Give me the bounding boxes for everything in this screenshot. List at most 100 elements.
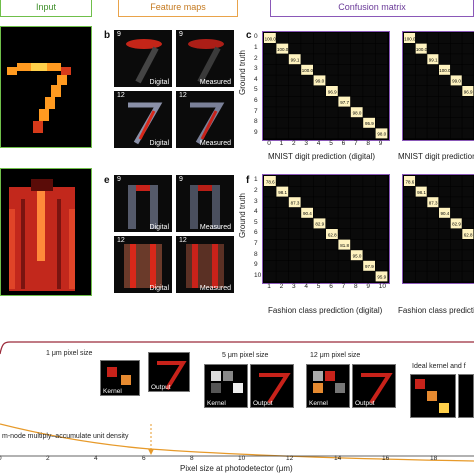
- cm-cell: [375, 54, 388, 65]
- cm-diag-value: 100.0: [439, 68, 451, 73]
- cm-cell: [363, 33, 375, 43]
- cm-cell: [350, 176, 363, 186]
- cm-row-tick: 10: [254, 271, 262, 279]
- feature-map-fashion-digital-9: 9 Digital: [114, 175, 172, 232]
- cm-diag-value: 82.9: [452, 222, 461, 227]
- cm-cell: [462, 197, 474, 208]
- cm-cell: [450, 33, 462, 43]
- x-tick-label: 18: [430, 455, 438, 462]
- cm-cell: [338, 117, 351, 128]
- cm-cell: [338, 176, 351, 186]
- cm-diag-value: 90.4: [303, 211, 312, 216]
- cm-cell: [350, 239, 363, 250]
- cm-cell: [350, 54, 363, 65]
- cm-diag-value: 98.1: [278, 190, 287, 195]
- cm-cell: [450, 218, 462, 229]
- cm-col-tick: 5: [316, 283, 321, 290]
- cm-col-tick: 7: [341, 283, 346, 290]
- cm-row-tick: 1: [254, 43, 258, 51]
- feature-map-measured-9: 9 Measured: [176, 30, 234, 87]
- cm-cell: [404, 271, 416, 282]
- cm-cell: [427, 176, 439, 186]
- cm-cell: [415, 33, 427, 43]
- cm-cell: [313, 107, 326, 118]
- cm-cell: [301, 43, 313, 54]
- cm-cell: [450, 96, 462, 107]
- pixel-size-plot: [0, 341, 474, 462]
- cm-cell: [313, 43, 326, 54]
- cm-cell: [404, 107, 416, 118]
- cm-cell: [415, 107, 427, 118]
- cm-cell: [439, 43, 451, 54]
- cm-cell: [338, 250, 351, 261]
- thumb-5um-kernel: Kernel: [204, 364, 248, 408]
- cm-cell: [427, 33, 439, 43]
- cm-cell: [450, 117, 462, 128]
- ideal-kernel-label: Ideal kernel and f: [412, 363, 466, 370]
- cm-diag-value: 99.1: [291, 58, 300, 63]
- panel-b-label: b: [104, 30, 111, 41]
- cm-cell: [313, 250, 326, 261]
- cm-cell: [313, 128, 326, 139]
- cm-cell: [363, 260, 375, 271]
- cm-cell: [462, 86, 474, 96]
- cm-cell: [350, 107, 363, 118]
- cm-cell: [363, 64, 375, 75]
- confusion-matrix-fashion-measured: 78.6 98.1 87.390.4 82.962.8: [402, 174, 474, 284]
- cm-cell: [338, 107, 351, 118]
- cm-cell: [264, 239, 276, 250]
- cm-row-tick: 9: [254, 128, 258, 136]
- cm-cell: [404, 33, 416, 43]
- feature-map-fashion-measured-9: 9 Measured: [176, 175, 234, 232]
- cm-cell: [264, 107, 276, 118]
- cm-cell: [363, 96, 375, 107]
- cm-cell: [415, 54, 427, 65]
- cm-col-tick: 2: [292, 140, 296, 147]
- cm-cell: [462, 260, 474, 271]
- cm-cell: [313, 117, 326, 128]
- cm-cell: [264, 250, 276, 261]
- cm-cell: [313, 197, 326, 208]
- cm-cell: [375, 176, 388, 186]
- cm-cell: [326, 250, 338, 261]
- cm-cell: [301, 260, 313, 271]
- cm-col-tick: 4: [304, 283, 309, 290]
- marker-arrow: [148, 449, 154, 455]
- cm-diag-value: 78.6: [266, 179, 275, 184]
- cm-cell: [375, 86, 388, 96]
- cm-cell: [415, 64, 427, 75]
- cm-cell: [439, 207, 451, 218]
- cm-cell: [350, 96, 363, 107]
- cm-cell: [288, 117, 301, 128]
- cm-row-tick: 8: [254, 250, 258, 258]
- cm-cell: [338, 218, 351, 229]
- cm-cell: [427, 260, 439, 271]
- cm-col-tick: 7: [354, 140, 358, 147]
- cm-cell: [338, 96, 351, 107]
- cm-cell: [350, 33, 363, 43]
- panel-f-label: f: [246, 175, 250, 186]
- cm-cell: [350, 86, 363, 96]
- cm-col-tick: 9: [378, 140, 383, 147]
- cm-cell: [450, 86, 462, 96]
- cm-cell: [350, 186, 363, 197]
- cm-cell: [338, 33, 351, 43]
- cm-diag-value: 99.0: [315, 79, 324, 84]
- cm-cell: [301, 218, 313, 229]
- cm-cell: [276, 271, 289, 282]
- cm-cell: [326, 86, 338, 96]
- cm-cell: [288, 239, 301, 250]
- cm-cell: [301, 54, 313, 65]
- cm-cell: [276, 96, 289, 107]
- cm-cell: [313, 33, 326, 43]
- cm-cell: [350, 229, 363, 239]
- cm-diag-value: 87.3: [429, 201, 438, 206]
- thumb-12um-kernel: Kernel: [306, 364, 350, 408]
- cm-col-tick: 8: [366, 140, 371, 147]
- cm-cell: [313, 207, 326, 218]
- cm-cell: [375, 218, 388, 229]
- cm-cell: [404, 128, 416, 139]
- cm-cell: [276, 128, 289, 139]
- cm-cell: [276, 260, 289, 271]
- x-tick-label: 4: [94, 455, 98, 462]
